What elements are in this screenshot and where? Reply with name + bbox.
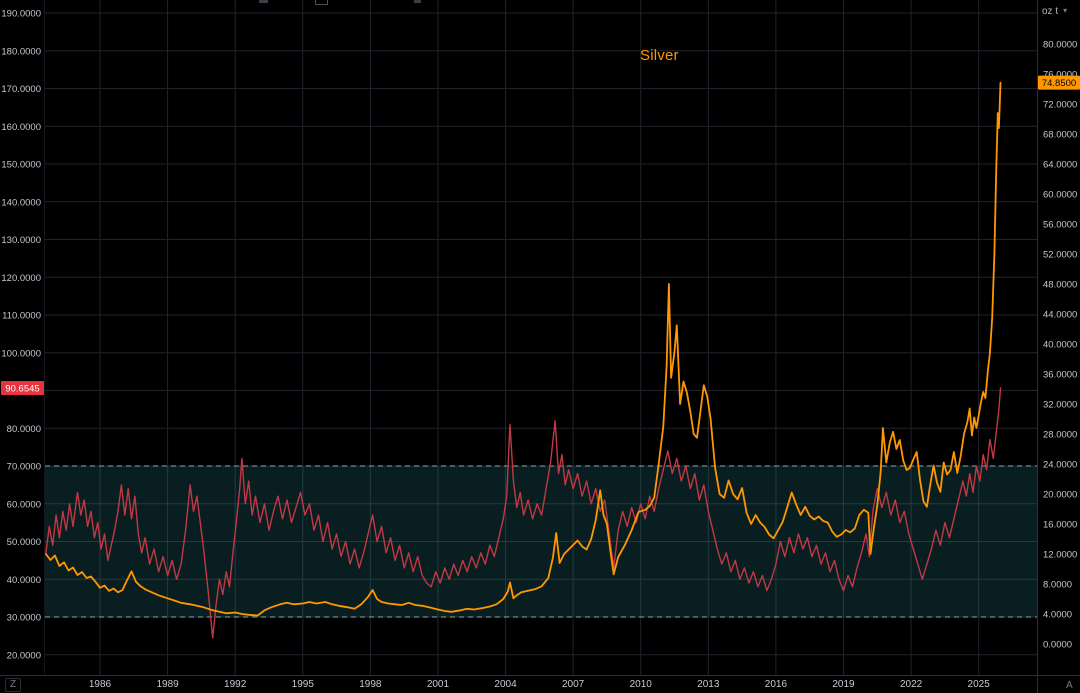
time-axis-label: 2001 bbox=[427, 679, 450, 690]
left-axis-label: 60.0000 bbox=[7, 499, 41, 510]
right-axis-label: 24.0000 bbox=[1043, 460, 1077, 471]
time-axis-label: 2025 bbox=[968, 679, 991, 690]
time-axis-label: 1992 bbox=[224, 679, 247, 690]
silver-price-badge-label: 74.8500 bbox=[1042, 78, 1076, 89]
cropped-toolbar-fragment bbox=[315, 0, 328, 5]
time-axis-label: 2022 bbox=[900, 679, 923, 690]
auto-scale-button[interactable]: A bbox=[1066, 680, 1073, 691]
chart-title: Silver bbox=[640, 47, 679, 64]
right-axis-label: 32.0000 bbox=[1043, 400, 1077, 411]
left-axis-label: 140.0000 bbox=[1, 197, 41, 208]
right-price-scale[interactable] bbox=[1037, 20, 1080, 675]
right-axis-label: 40.0000 bbox=[1043, 340, 1077, 351]
right-axis-label: 60.0000 bbox=[1043, 190, 1077, 201]
left-price-scale[interactable] bbox=[0, 0, 45, 675]
left-axis-label: 130.0000 bbox=[1, 235, 41, 246]
left-axis-label: 190.0000 bbox=[1, 9, 41, 20]
left-axis-label: 180.0000 bbox=[1, 46, 41, 57]
left-axis-label: 70.0000 bbox=[7, 462, 41, 473]
right-axis-label: 0.0000 bbox=[1043, 640, 1072, 651]
right-axis-label: 36.0000 bbox=[1043, 370, 1077, 381]
right-axis-label: 80.0000 bbox=[1043, 40, 1077, 51]
right-axis-label: 72.0000 bbox=[1043, 100, 1077, 111]
red-ratio-line bbox=[45, 387, 1002, 639]
red-ratio-price-badge bbox=[1, 381, 44, 396]
right-axis-label: 48.0000 bbox=[1043, 280, 1077, 291]
time-axis-label: 1989 bbox=[156, 679, 179, 690]
right-axis-label: 20.0000 bbox=[1043, 490, 1077, 501]
time-axis-label: 2013 bbox=[697, 679, 720, 690]
left-axis-label: 120.0000 bbox=[1, 273, 41, 284]
right-axis-label: 56.0000 bbox=[1043, 220, 1077, 231]
unit-selector[interactable]: oz t ▾ bbox=[1042, 3, 1067, 19]
time-scale[interactable] bbox=[0, 675, 1080, 693]
time-axis-label: 2010 bbox=[630, 679, 653, 690]
left-axis-label: 100.0000 bbox=[1, 348, 41, 359]
time-axis-label: 1998 bbox=[359, 679, 382, 690]
time-axis-label: 2019 bbox=[832, 679, 855, 690]
red-ratio-price-badge-label: 90.6545 bbox=[5, 384, 39, 395]
right-axis-label: 16.0000 bbox=[1043, 520, 1077, 531]
time-axis-label: 1995 bbox=[292, 679, 315, 690]
right-axis-label: 64.0000 bbox=[1043, 160, 1077, 171]
left-axis-label: 110.0000 bbox=[2, 311, 41, 322]
time-axis-label: 2004 bbox=[494, 679, 517, 690]
right-axis-label: 12.0000 bbox=[1043, 550, 1077, 561]
left-axis-label: 50.0000 bbox=[7, 537, 41, 548]
right-axis-label: 68.0000 bbox=[1043, 130, 1077, 141]
left-axis-label: 30.0000 bbox=[7, 613, 41, 624]
left-axis-label: 170.0000 bbox=[1, 84, 41, 95]
cropped-toolbar-fragment bbox=[414, 0, 421, 3]
reference-band bbox=[45, 466, 1037, 617]
time-axis-label: 1986 bbox=[89, 679, 112, 690]
cropped-toolbar-fragment bbox=[259, 0, 268, 3]
left-axis-label: 40.0000 bbox=[7, 575, 41, 586]
right-axis-label: 52.0000 bbox=[1043, 250, 1077, 261]
right-axis-label: 8.0000 bbox=[1043, 580, 1072, 591]
left-axis-label: 150.0000 bbox=[1, 160, 41, 171]
silver-price-badge bbox=[1038, 75, 1080, 90]
right-axis-label: 44.0000 bbox=[1043, 310, 1077, 321]
right-axis-label: 28.0000 bbox=[1043, 430, 1077, 441]
left-axis-label: 160.0000 bbox=[1, 122, 41, 133]
silver-line bbox=[45, 81, 1002, 617]
right-axis-label: 76.0000 bbox=[1043, 70, 1077, 81]
timezone-button[interactable]: Z bbox=[5, 678, 22, 692]
chevron-down-icon: ▾ bbox=[1063, 6, 1068, 15]
left-axis-label: 80.0000 bbox=[7, 424, 41, 435]
left-axis-label: 20.0000 bbox=[7, 650, 41, 661]
right-axis-label: 4.0000 bbox=[1043, 610, 1072, 621]
time-axis-label: 2016 bbox=[765, 679, 788, 690]
unit-selector-label: oz t bbox=[1042, 5, 1059, 17]
time-axis-label: 2007 bbox=[562, 679, 585, 690]
